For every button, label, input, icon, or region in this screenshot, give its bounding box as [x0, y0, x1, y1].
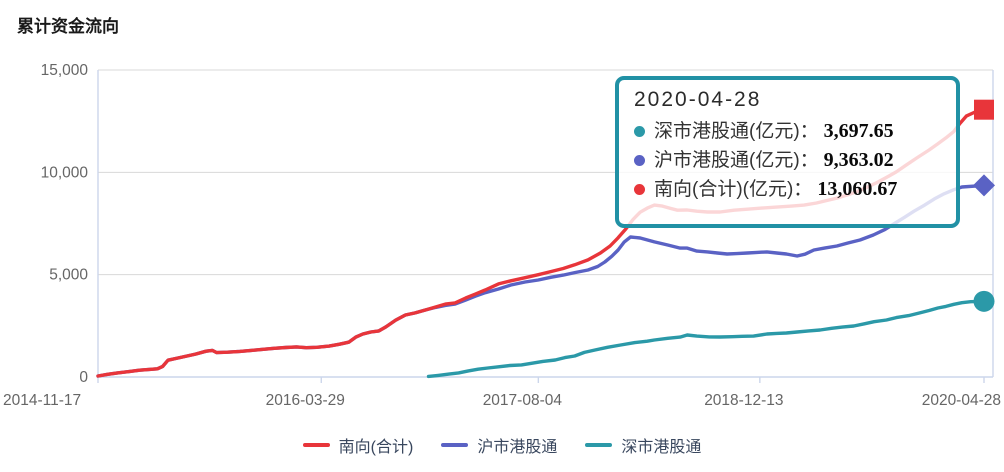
y-axis-tick-label: 0: [79, 369, 88, 386]
chart-tooltip: 2020-04-28 深市港股通(亿元)： 3,697.65 沪市港股通(亿元)…: [615, 76, 960, 228]
shenzhen-bullet-icon: [634, 126, 645, 137]
x-axis-tick-label: 2014-11-17: [3, 392, 81, 409]
y-axis-tick-label: 10,000: [41, 164, 89, 181]
x-axis-tick-label: 2016-03-29: [266, 392, 345, 409]
chart-legend: 南向(合计) 沪市港股通 深市港股通: [0, 428, 1004, 462]
series-end-marker-diamond: [973, 174, 995, 197]
chart-title: 累计资金流向: [17, 17, 119, 36]
x-axis-tick-label: 2018-12-13: [704, 392, 783, 409]
shanghai-bullet-icon: [634, 155, 645, 166]
tooltip-label: 南向(合计)(亿元)：: [654, 179, 813, 200]
tooltip-value: 9,363.02: [823, 149, 894, 171]
y-axis-tick-label: 5,000: [49, 267, 88, 284]
legend-item-shenzhen[interactable]: 深市港股通: [585, 433, 701, 457]
tooltip-value: 13,060.67: [817, 178, 898, 200]
x-axis-tick-label: 2020-04-28: [922, 392, 1001, 409]
south-total-line-icon: [302, 443, 330, 447]
tooltip-row-shanghai: 沪市港股通(亿元)： 9,363.02: [634, 146, 942, 175]
legend-label: 南向(合计): [338, 439, 414, 456]
series-end-marker-circle: [973, 290, 995, 312]
legend-item-south-total[interactable]: 南向(合计): [302, 433, 414, 457]
tooltip-date: 2020-04-28: [634, 88, 762, 111]
legend-label: 深市港股通: [621, 439, 702, 456]
tooltip-label: 深市港股通(亿元)：: [654, 121, 819, 142]
legend-item-shanghai[interactable]: 沪市港股通: [441, 433, 557, 457]
legend-label: 沪市港股通: [477, 439, 558, 456]
tooltip-label: 沪市港股通(亿元)：: [654, 150, 819, 171]
shenzhen-line-icon: [585, 443, 613, 447]
x-axis-tick-label: 2017-08-04: [483, 392, 563, 409]
tooltip-row-shenzhen: 深市港股通(亿元)： 3,697.65: [634, 117, 942, 146]
south-total-bullet-icon: [634, 184, 645, 195]
tooltip-value: 3,697.65: [823, 120, 894, 142]
series-end-marker-square: [974, 99, 994, 120]
y-axis-tick-label: 15,000: [41, 62, 89, 79]
series-line-circle: [426, 299, 986, 379]
tooltip-row-south-total: 南向(合计)(亿元)： 13,060.67: [634, 175, 942, 204]
shanghai-line-icon: [441, 443, 469, 447]
